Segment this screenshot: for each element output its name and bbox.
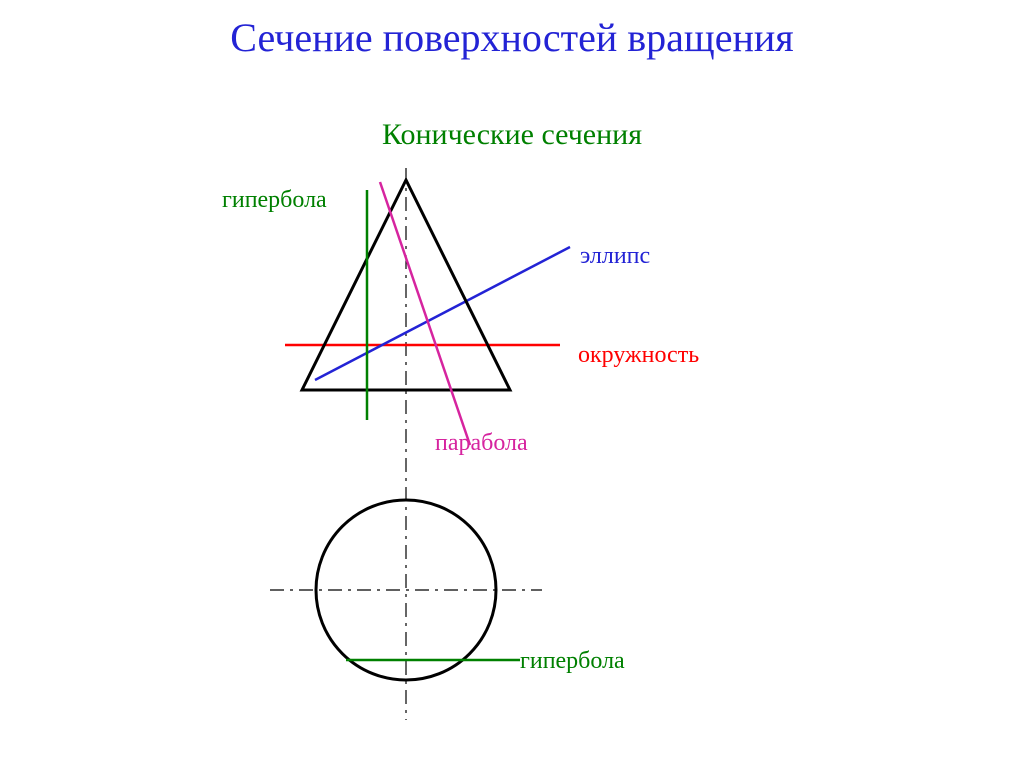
line-ellipse (315, 247, 570, 380)
conic-sections-diagram (0, 0, 1024, 768)
